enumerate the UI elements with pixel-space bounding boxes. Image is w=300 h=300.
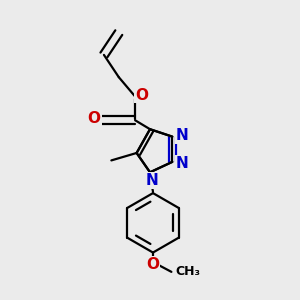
Text: O: O <box>146 257 160 272</box>
Text: CH₃: CH₃ <box>175 266 200 278</box>
Text: O: O <box>135 88 148 103</box>
Text: O: O <box>88 111 100 126</box>
Text: N: N <box>176 128 188 142</box>
Text: N: N <box>146 173 159 188</box>
Text: N: N <box>176 156 188 171</box>
